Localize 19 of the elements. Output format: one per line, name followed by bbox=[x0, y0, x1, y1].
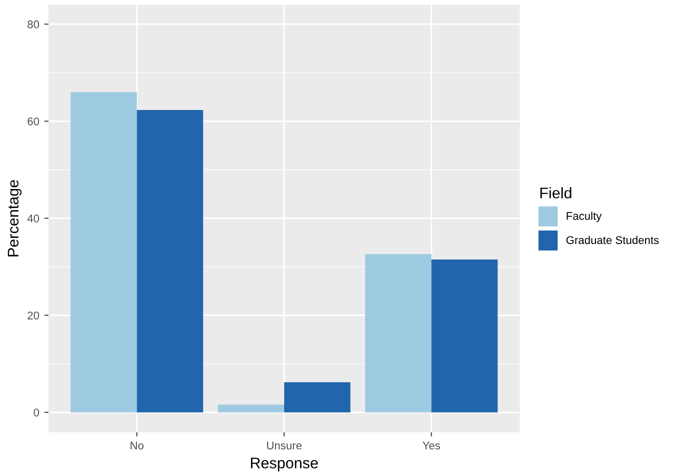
y-tick-label: 0 bbox=[34, 408, 40, 416]
bar bbox=[365, 254, 432, 412]
bar bbox=[136, 110, 204, 412]
bar bbox=[70, 92, 137, 412]
bar bbox=[284, 382, 350, 412]
y-tick-label: 40 bbox=[27, 214, 40, 222]
bar bbox=[218, 404, 284, 412]
legend-label: Graduate Students bbox=[566, 236, 659, 244]
y-tick-label: 20 bbox=[28, 312, 40, 320]
x-tick-label: Unsure bbox=[267, 442, 302, 450]
legend-title: Field bbox=[540, 187, 572, 198]
x-axis-title: Response bbox=[250, 458, 318, 472]
y-tick-label: 80 bbox=[28, 20, 40, 28]
legend-label: Faculty bbox=[566, 212, 602, 222]
y-axis-title: Percentage bbox=[8, 180, 22, 256]
x-tick-label: Yes bbox=[422, 442, 440, 450]
x-tick-label: No bbox=[130, 442, 144, 450]
y-tick-label: 60 bbox=[28, 117, 40, 126]
bar bbox=[431, 260, 498, 412]
